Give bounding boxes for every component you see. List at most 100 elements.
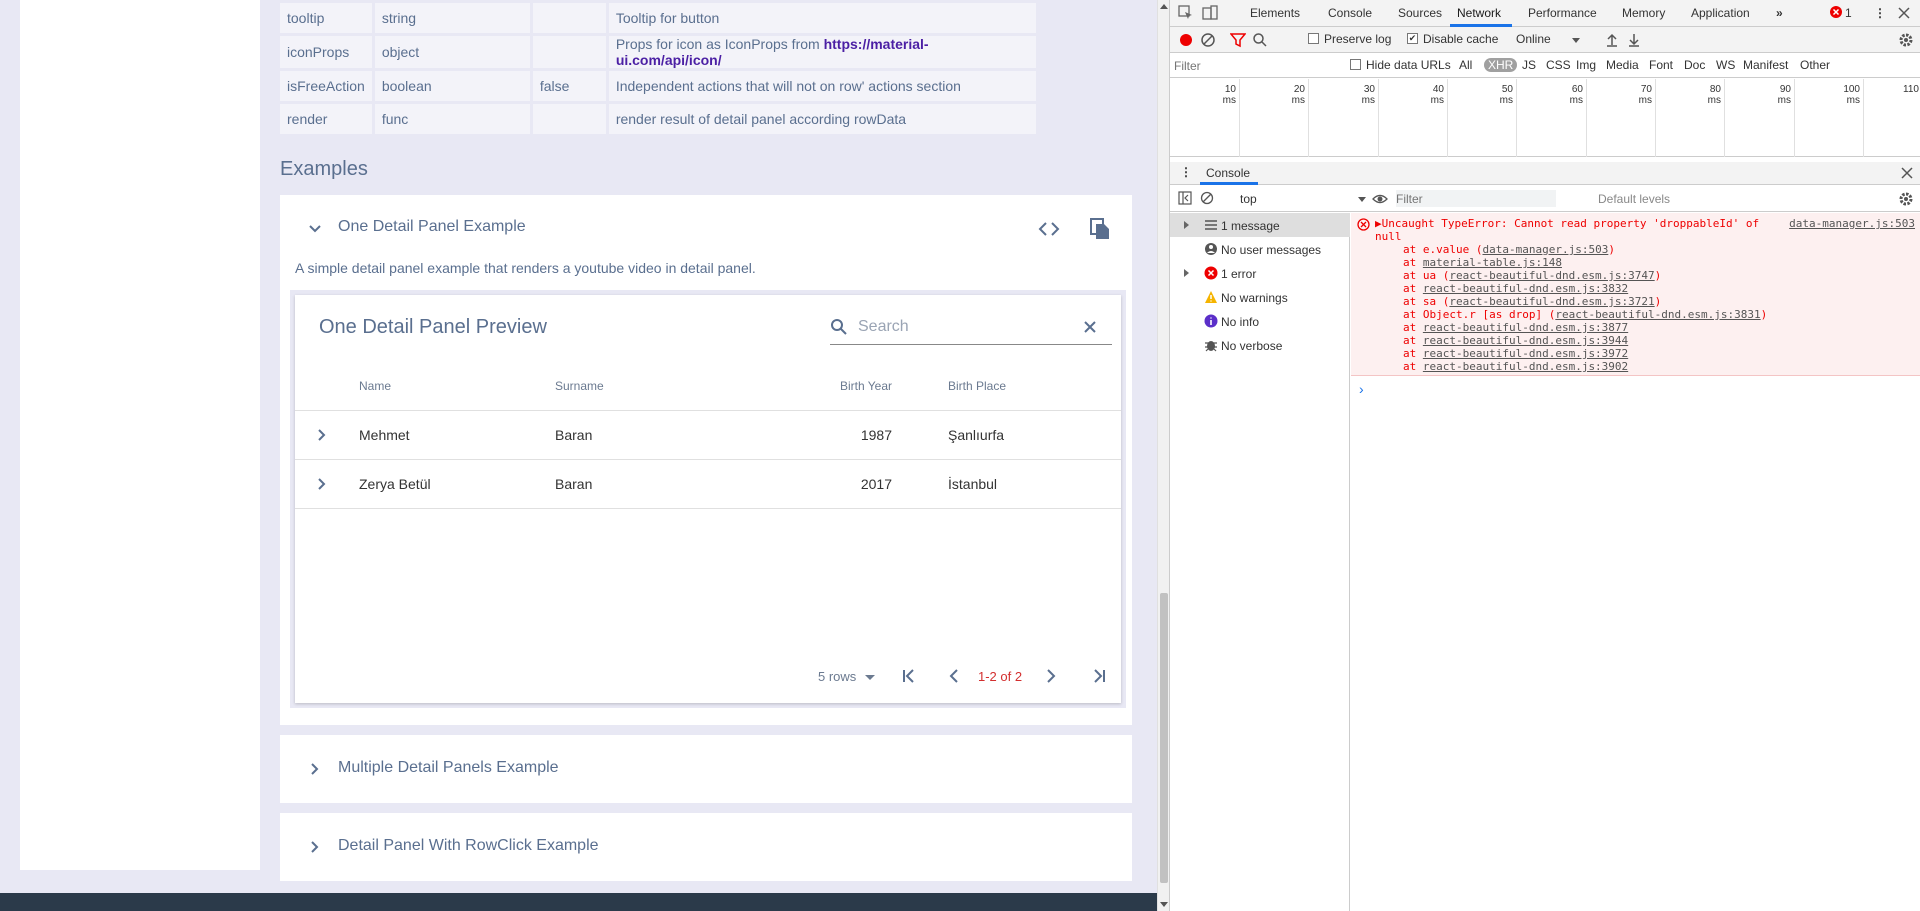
eye-icon[interactable] [1372,192,1388,206]
first-page-icon[interactable] [901,668,917,684]
page-scrollbar[interactable] [1157,0,1169,911]
sidebar-toggle-icon[interactable] [1178,191,1192,205]
stack-link[interactable]: react-beautiful-dnd.esm.js:3972 [1422,347,1629,360]
kebab-menu-icon[interactable]: ⋮ [1874,6,1886,20]
filter-manifest[interactable]: Manifest [1743,58,1789,72]
chevron-right-icon[interactable] [315,428,329,442]
disable-cache-checkbox[interactable]: ✔ [1407,33,1418,44]
scroll-down-icon[interactable] [1160,902,1168,907]
tab-application[interactable]: Application [1691,6,1750,20]
device-toggle-icon[interactable] [1202,5,1218,21]
expand-arrow-icon[interactable] [1184,269,1189,277]
code-icon[interactable] [1037,217,1061,241]
error-source-link[interactable]: data-manager.js:503 [1789,217,1915,230]
stack-link[interactable]: react-beautiful-dnd.esm.js:3944 [1422,334,1629,347]
filter-css[interactable]: CSS [1546,58,1571,72]
expand-cell[interactable] [295,410,359,460]
caret-down-icon[interactable] [1358,197,1366,202]
error-count[interactable]: 1 [1845,6,1852,20]
more-tabs-icon[interactable]: » [1776,6,1783,20]
stack-link[interactable]: react-beautiful-dnd.esm.js:3902 [1422,360,1629,373]
error-message[interactable]: data-manager.js:503 ▶Uncaught TypeError:… [1351,213,1920,376]
stack-link[interactable]: react-beautiful-dnd.esm.js:3832 [1422,282,1629,295]
chevron-right-icon[interactable] [315,477,329,491]
copy-icon[interactable] [1088,217,1112,241]
import-har-icon[interactable] [1604,32,1620,48]
clear-console-icon[interactable] [1200,191,1214,205]
filter-xhr[interactable]: XHR [1484,58,1518,72]
clear-icon[interactable] [1200,32,1216,48]
context-select[interactable]: top [1240,192,1257,206]
preserve-log-checkbox[interactable] [1308,33,1319,44]
expand-arrow-icon[interactable] [1184,221,1189,229]
example-panel-multiple-detail[interactable]: Multiple Detail Panels Example [280,735,1132,803]
close-icon[interactable] [1897,6,1911,20]
filter-js[interactable]: JS [1522,58,1537,72]
caret-down-icon[interactable] [1572,38,1580,43]
sidebar-item-user-messages[interactable]: No user messages [1170,237,1350,261]
stack-link[interactable]: material-table.js:148 [1422,256,1562,269]
network-timeline[interactable]: 10 ms 20 ms 30 ms 40 ms 50 ms 60 ms 70 m… [1170,79,1920,157]
column-header-birth-place[interactable]: Birth Place [892,363,1121,411]
hide-data-urls-checkbox[interactable] [1350,59,1361,70]
error-icon[interactable] [1830,6,1842,18]
table-row[interactable]: Mehmet Baran 1987 Şanlıurfa [295,410,1121,460]
gear-icon[interactable] [1898,191,1914,207]
sidebar-item-verbose[interactable]: No verbose [1170,333,1350,357]
throttle-select[interactable]: Online [1516,32,1551,46]
chevron-down-icon[interactable] [308,222,322,236]
tab-memory[interactable]: Memory [1622,6,1666,20]
drawer-menu-icon[interactable]: ⋮ [1180,165,1192,179]
console-prompt[interactable]: › [1359,381,1364,397]
next-page-icon[interactable] [1043,668,1059,684]
sidebar-item-info[interactable]: No info [1170,309,1350,333]
sidebar-item-warnings[interactable]: No warnings [1170,285,1350,309]
log-levels-select[interactable]: Default levels [1598,192,1671,206]
scroll-up-icon[interactable] [1160,4,1168,9]
filter-media[interactable]: Media [1606,58,1639,72]
close-icon[interactable] [1901,167,1913,179]
inspect-icon[interactable] [1178,5,1194,21]
panel-header[interactable]: One Detail Panel Example [280,195,1132,263]
filter-img[interactable]: Img [1576,58,1597,72]
expand-cell[interactable] [295,459,359,509]
stack-link[interactable]: data-manager.js:503 [1482,243,1609,256]
filter-icon[interactable] [1230,32,1246,48]
scrollbar-thumb[interactable] [1160,593,1168,883]
tab-elements[interactable]: Elements [1250,6,1301,20]
network-filter-input[interactable] [1174,57,1334,74]
previous-page-icon[interactable] [946,668,962,684]
console-filter-input[interactable] [1396,190,1556,207]
search-icon[interactable] [1252,32,1268,48]
caret-down-icon[interactable] [865,675,875,680]
gear-icon[interactable] [1898,32,1914,48]
example-panel-rowclick[interactable]: Detail Panel With RowClick Example [280,813,1132,881]
column-header-birth-year[interactable]: Birth Year [750,363,892,411]
filter-other[interactable]: Other [1800,58,1831,72]
filter-all[interactable]: All [1459,58,1473,72]
stack-link[interactable]: react-beautiful-dnd.esm.js:3831 [1555,308,1761,321]
record-icon[interactable] [1178,32,1194,48]
iconprops-link[interactable]: https://material-ui.com/api/icon/ [615,36,929,68]
column-header-name[interactable]: Name [359,363,555,411]
chevron-right-icon[interactable] [308,840,322,854]
rows-per-page-select[interactable]: 5 rows [818,669,857,684]
tab-network[interactable]: Network [1457,6,1502,20]
stack-link[interactable]: react-beautiful-dnd.esm.js:3747 [1449,269,1655,282]
filter-doc[interactable]: Doc [1684,58,1706,72]
column-header-surname[interactable]: Surname [555,363,750,411]
filter-ws[interactable]: WS [1716,58,1736,72]
last-page-icon[interactable] [1091,668,1107,684]
export-har-icon[interactable] [1626,32,1642,48]
sidebar-item-errors[interactable]: 1 error [1170,261,1350,285]
tab-performance[interactable]: Performance [1528,6,1597,20]
search-input[interactable] [858,314,1068,340]
sidebar-item-messages[interactable]: 1 message [1170,213,1350,237]
stack-link[interactable]: react-beautiful-dnd.esm.js:3721 [1449,295,1655,308]
table-row[interactable]: Zerya Betül Baran 2017 İstanbul [295,459,1121,509]
tab-sources[interactable]: Sources [1398,6,1443,20]
stack-link[interactable]: react-beautiful-dnd.esm.js:3877 [1422,321,1629,334]
drawer-tab-console[interactable]: Console [1206,166,1251,180]
close-icon[interactable] [1082,319,1098,335]
chevron-right-icon[interactable] [308,762,322,776]
